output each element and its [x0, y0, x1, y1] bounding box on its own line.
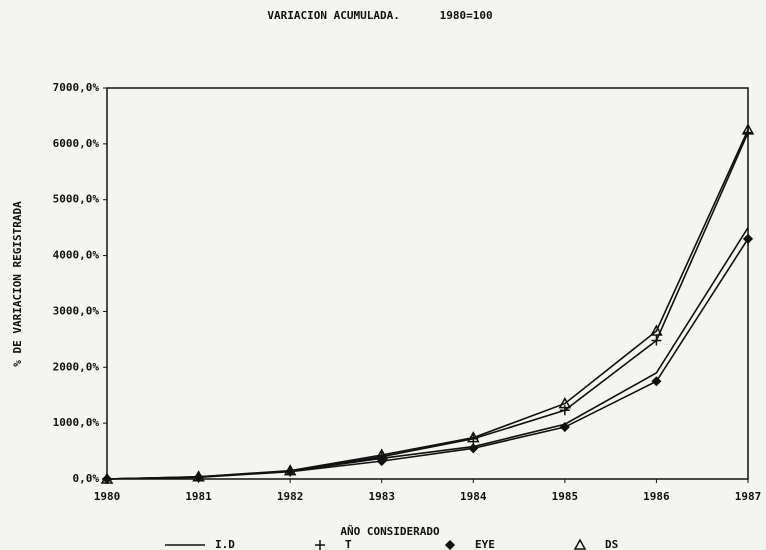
y-tick-label: 2000,0% [53, 360, 100, 373]
y-tick-label: 7000,0% [53, 81, 100, 94]
data-point [283, 464, 297, 476]
data-point [651, 335, 662, 346]
series-line [106, 132, 749, 480]
data-point [468, 443, 479, 454]
data-point [741, 123, 755, 135]
legend-swatch [315, 540, 325, 550]
data-point [100, 472, 114, 484]
x-tick-label: 1982 [277, 490, 304, 503]
y-tick-label: 5000,0% [53, 193, 100, 206]
x-tick-label: 1985 [552, 490, 579, 503]
legend-label: I.D [215, 538, 235, 550]
series-line [106, 227, 749, 480]
data-point [742, 233, 754, 244]
series-line [106, 129, 749, 480]
x-tick-label: 1980 [94, 490, 121, 503]
data-point [467, 431, 480, 443]
y-tick-label: 6000,0% [53, 137, 100, 150]
legend-label: DS [605, 538, 618, 550]
y-axis-label: % DE VARIACION REGISTRADA [11, 201, 24, 367]
data-point [650, 324, 663, 336]
x-axis-label: AÑO CONSIDERADO [340, 525, 440, 538]
data-point [743, 127, 753, 138]
x-tick-label: 1986 [643, 490, 670, 503]
y-tick-label: 0,0% [73, 472, 100, 485]
chart-title: VARIACION ACUMULADA. 1980=100 [267, 9, 492, 22]
data-point [375, 448, 388, 460]
y-tick-label: 4000,0% [53, 249, 100, 262]
x-tick-label: 1983 [368, 490, 395, 503]
data-point [559, 421, 570, 433]
x-tick-label: 1984 [460, 490, 487, 503]
y-tick-label: 1000,0% [53, 416, 100, 429]
plot-frame [106, 87, 749, 480]
legend-label: T [345, 538, 352, 550]
x-tick-label: 1981 [185, 490, 212, 503]
legend-swatch [573, 538, 587, 550]
legend-label: EYE [475, 538, 495, 550]
x-tick-label: 1987 [735, 490, 762, 503]
y-tick-label: 3000,0% [53, 304, 100, 317]
legend-swatch [444, 539, 456, 550]
data-point [192, 470, 205, 482]
data-point [651, 376, 662, 387]
series-line [106, 238, 749, 480]
data-point [558, 397, 572, 409]
